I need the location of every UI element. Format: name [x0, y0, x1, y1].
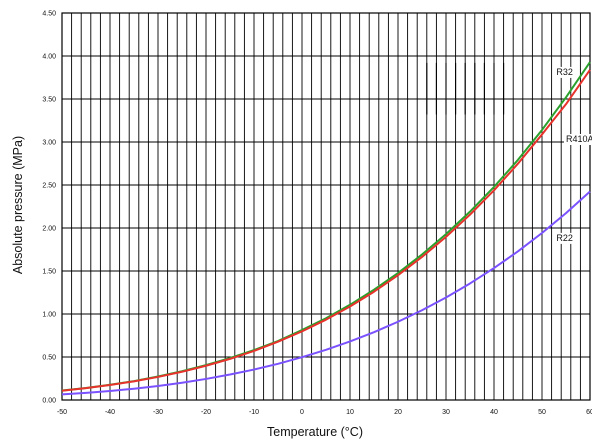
annotation-grid-marks — [426, 62, 505, 115]
y-tick-label: 1.00 — [42, 312, 56, 319]
y-tick-labels: 0.00 0.50 1.00 1.50 2.00 2.50 3.00 3.50 4.00 4.50 — [42, 11, 56, 405]
curve-label-r32: R32 — [556, 67, 573, 77]
grid — [61, 12, 591, 401]
y-axis-title: Absolute pressure (MPa) — [11, 136, 25, 274]
x-tick-label: -10 — [249, 409, 259, 416]
y-tick-label: 0.00 — [42, 398, 56, 405]
series-lines — [61, 61, 591, 396]
series-line-r410a — [61, 69, 591, 392]
plot-frame — [61, 12, 591, 401]
x-axis-title: Temperature (°C) — [267, 425, 363, 439]
x-tick-labels: -50 -40 -30 -20 -10 0 10 20 30 40 50 60 — [57, 409, 592, 416]
x-tick-label: 60 — [586, 409, 592, 416]
curve-label-background — [564, 134, 592, 145]
curve-labels: R32 R410A R22 — [554, 66, 592, 244]
plot-background — [62, 13, 590, 400]
x-tick-label: 30 — [442, 409, 450, 416]
curve-label-r410a: R410A — [566, 134, 592, 144]
y-tick-label: 4.50 — [42, 11, 56, 18]
y-tick-label: 0.50 — [42, 355, 56, 362]
y-tick-label: 2.50 — [42, 183, 56, 190]
x-tick-label: 10 — [346, 409, 354, 416]
series-line-r22 — [61, 190, 591, 396]
y-tick-label: 1.50 — [42, 269, 56, 276]
x-tick-label: 0 — [300, 409, 304, 416]
curve-label-background — [554, 66, 576, 78]
x-tick-label: 50 — [538, 409, 546, 416]
x-tick-label: -40 — [105, 409, 115, 416]
x-tick-label: -50 — [57, 409, 67, 416]
curve-label-background — [554, 232, 576, 244]
y-tick-label: 3.50 — [42, 97, 56, 104]
y-tick-label: 4.00 — [42, 54, 56, 61]
x-tick-label: 40 — [490, 409, 498, 416]
y-tick-label: 2.00 — [42, 226, 56, 233]
x-tick-label: -20 — [201, 409, 211, 416]
x-tick-label: 20 — [394, 409, 402, 416]
x-tick-label: -30 — [153, 409, 163, 416]
y-tick-label: 3.00 — [42, 140, 56, 147]
curve-label-r22: R22 — [556, 233, 573, 243]
